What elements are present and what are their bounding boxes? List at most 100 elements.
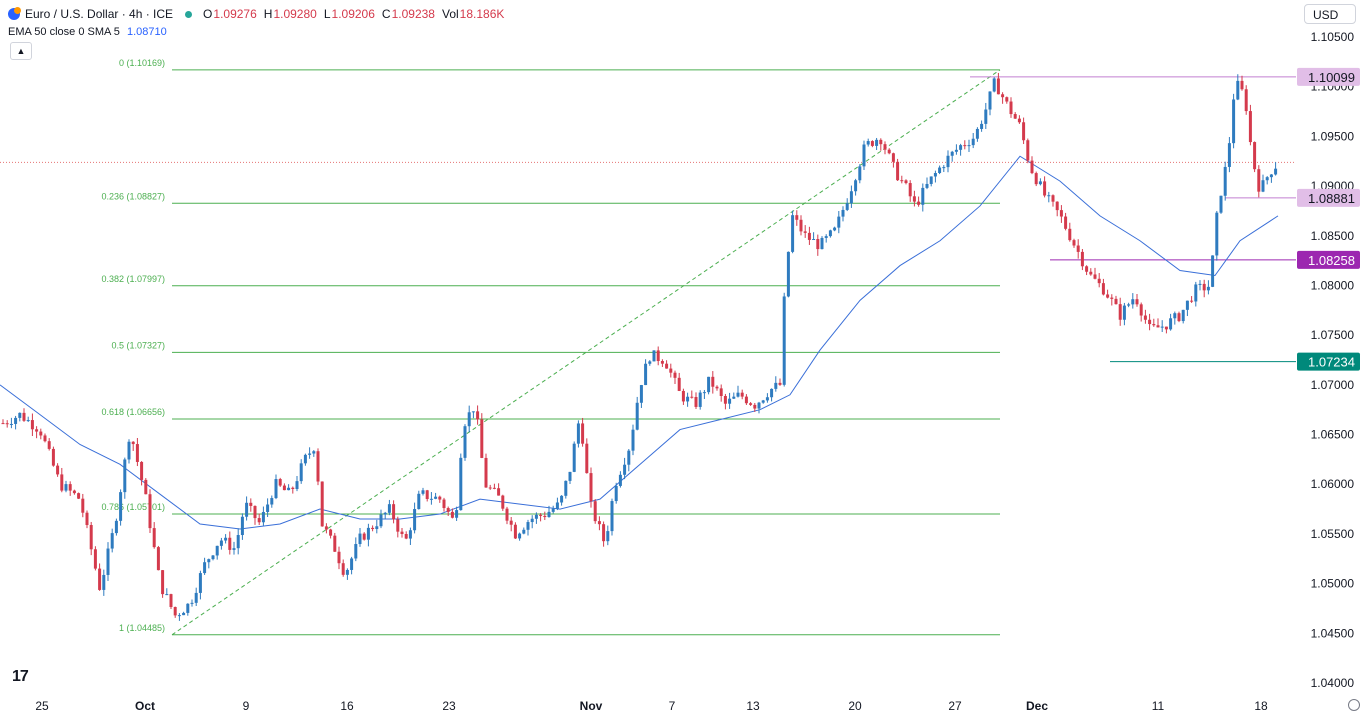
collapse-legend-button[interactable]: ▲ [10, 42, 32, 60]
candle-body [1257, 169, 1261, 192]
candle-body [93, 549, 97, 569]
euro-flag-icon [8, 7, 21, 20]
candle-body [1269, 174, 1273, 178]
currency-select[interactable]: USD [1304, 4, 1356, 24]
candle-body [786, 251, 790, 297]
candle-body [623, 464, 627, 475]
candle-body [219, 540, 223, 546]
candle-body [278, 479, 282, 486]
time-axis[interactable]: 25 Oct 9 16 23 Nov 7 13 20 27 Dec 11 18 [35, 699, 1268, 713]
candle-body [308, 453, 312, 455]
candle-body [341, 563, 345, 575]
price-axis[interactable]: 1.105001.100001.095001.090001.085001.080… [1297, 30, 1360, 690]
candle-body [1198, 283, 1202, 285]
candle-body [1009, 101, 1013, 115]
settings-icon[interactable] [1348, 699, 1360, 711]
x-tick-label: 13 [746, 699, 760, 713]
candle-body [879, 139, 883, 145]
candle-body [551, 508, 555, 512]
candle-body [1110, 297, 1114, 299]
candle-body [1248, 111, 1252, 143]
candle-body [509, 520, 513, 525]
candle-body [648, 361, 652, 364]
candle-body [282, 485, 286, 491]
candle-body [1164, 326, 1168, 330]
y-tick-label: 1.07500 [1311, 328, 1355, 342]
candle-body [694, 397, 698, 407]
candle-body [820, 237, 824, 250]
fib-trendline [171, 69, 1001, 636]
candle-body [1148, 319, 1152, 325]
candle-body [719, 388, 723, 396]
price-label-bg [1297, 250, 1360, 269]
candle-body [698, 392, 702, 407]
candle-body [291, 487, 295, 490]
candle-body [350, 558, 354, 570]
candle-body [140, 461, 144, 480]
candle-body [921, 187, 925, 205]
candle-body [631, 429, 635, 451]
candle-body [824, 236, 828, 238]
candle-body [26, 420, 30, 422]
candle-body [1089, 271, 1093, 275]
high-label: H [263, 7, 273, 21]
ema-line [0, 155, 1279, 530]
tradingview-logo-icon: 17 [12, 668, 29, 685]
candle-body [887, 149, 891, 154]
candle-body [1169, 318, 1173, 330]
candle-body [656, 350, 660, 362]
candle-body [198, 573, 202, 593]
candle-body [1211, 255, 1215, 287]
candle-body [1261, 180, 1265, 192]
candle-body [1152, 324, 1156, 326]
candle-body [576, 423, 580, 444]
candle-body [1059, 210, 1063, 217]
candle-body [690, 396, 694, 398]
candle-body [505, 508, 509, 521]
candle-body [723, 395, 727, 404]
candle-body [1127, 304, 1131, 306]
candle-body [240, 516, 244, 536]
candle-body [522, 529, 526, 534]
candle-body [753, 404, 757, 409]
candle-body [1274, 168, 1278, 175]
candle-body [971, 138, 975, 146]
candle-body [883, 144, 887, 150]
candle-body [1034, 173, 1038, 185]
candle-body [686, 396, 690, 402]
symbol-title[interactable]: Euro / U.S. Dollar · 4h · ICE [25, 7, 174, 21]
indicator-legend[interactable]: EMA 50 close 0 SMA 5 1.08710 [8, 26, 167, 38]
candle-body [791, 215, 795, 252]
candle-body [459, 457, 463, 511]
candle-body [161, 570, 165, 595]
candles [1, 72, 1278, 621]
x-tick-label: 20 [848, 699, 862, 713]
candle-body [849, 191, 853, 204]
candle-body [211, 555, 215, 560]
candle-body [9, 423, 13, 425]
candle-body [560, 495, 564, 503]
candle-body [320, 481, 324, 527]
fib-label-1: 1 (1.04485) [119, 623, 165, 633]
x-tick-label: Oct [135, 699, 155, 713]
candle-body [942, 167, 946, 169]
x-tick-label: Dec [1026, 699, 1048, 713]
candle-body [1190, 300, 1194, 302]
candle-body [618, 474, 622, 486]
candle-body [119, 492, 123, 521]
candle-body [492, 487, 496, 489]
candle-body [404, 534, 408, 539]
candle-body [35, 429, 39, 432]
candle-body [732, 396, 736, 399]
candle-body [627, 450, 631, 465]
price-label-bg [1297, 188, 1360, 207]
candle-body [299, 463, 303, 482]
candle-body [488, 487, 492, 489]
candle-body [875, 139, 879, 146]
candle-body [337, 551, 341, 564]
symbol-header[interactable]: Euro / U.S. Dollar · 4h · ICE O 1.09276 … [8, 6, 511, 22]
candle-body [257, 518, 261, 523]
candle-body [471, 411, 475, 413]
candle-body [232, 548, 236, 550]
